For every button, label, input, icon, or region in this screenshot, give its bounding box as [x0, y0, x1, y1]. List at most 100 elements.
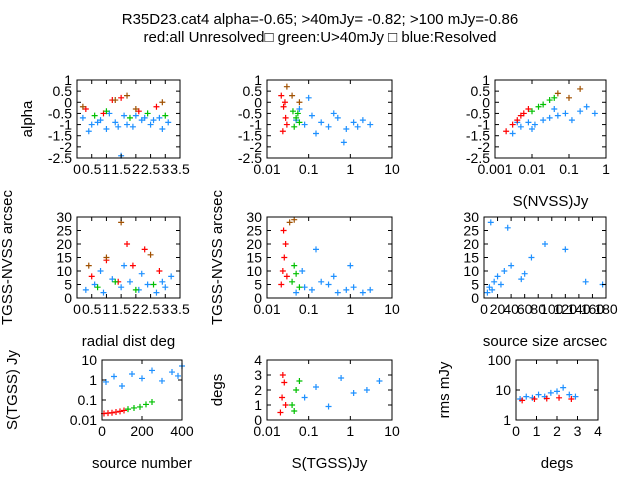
data-point [124, 92, 131, 99]
data-point [296, 378, 303, 384]
data-point [503, 128, 510, 135]
data-point [147, 121, 154, 128]
data-point [572, 393, 579, 400]
data-point [547, 389, 554, 396]
data-point [162, 284, 169, 291]
data-point [113, 409, 119, 416]
data-point [546, 114, 553, 121]
y-tick-label: 0 [64, 94, 72, 110]
data-point [359, 289, 366, 296]
data-point [159, 278, 166, 285]
data-point [282, 114, 289, 121]
panel-3: 0.001 0.01 0.1 1-2.5-2-1.5-1-0.500.51S(NVSS… [466, 72, 610, 210]
data-point [293, 270, 300, 277]
data-point [117, 408, 123, 415]
data-point [291, 262, 298, 269]
data-point [94, 284, 101, 291]
points [503, 85, 598, 137]
data-point [282, 402, 289, 408]
data-point [289, 108, 296, 115]
x-tick-label: 0.01 [518, 161, 545, 177]
y-tick-label: 5 [254, 277, 262, 293]
data-point [150, 117, 157, 124]
y-tick-label: 30 [246, 209, 262, 225]
x-tick-label: 3 [161, 301, 169, 317]
data-point [350, 390, 357, 396]
data-point [126, 278, 133, 285]
data-point [91, 281, 98, 288]
x-tick-label: 2 [132, 161, 140, 177]
data-point [486, 284, 493, 291]
y-tick-label: 25 [463, 223, 479, 239]
plot-frame [101, 359, 183, 421]
x-tick-label: 0.1 [299, 161, 319, 177]
data-point [577, 108, 584, 115]
data-point [289, 402, 296, 408]
data-point [520, 110, 527, 117]
y-tick-label: 3 [254, 367, 262, 383]
data-point [525, 119, 532, 126]
data-point [168, 273, 175, 280]
data-point [118, 94, 125, 101]
data-point [278, 92, 285, 99]
data-point [367, 286, 374, 293]
data-point [318, 119, 325, 126]
figure-title: R35D23.cat4 alpha=-0.65; >40mJy= -0.82; … [122, 11, 519, 28]
data-point [132, 105, 139, 112]
data-point [291, 408, 298, 414]
y-tick-label: 100 [488, 352, 512, 368]
data-point [149, 367, 155, 374]
x-tick-label: 0 [73, 301, 81, 317]
data-point [376, 378, 383, 384]
data-point [350, 284, 357, 291]
panel-6: 0 20406080100120140160180051015202530sour… [463, 209, 617, 350]
data-point [112, 119, 119, 126]
data-point [525, 105, 532, 112]
y-tick-label: -1.5 [466, 128, 490, 144]
x-tick-label: 0.001 [477, 161, 512, 177]
data-point [519, 397, 526, 404]
x-tick-label: 1 [533, 423, 541, 439]
data-point [156, 114, 163, 121]
y-tick-label: 4 [254, 352, 262, 368]
data-point [494, 273, 501, 280]
x-tick-label: 0.01 [253, 423, 280, 439]
y-tick-label: 1 [254, 72, 262, 88]
data-point [568, 117, 575, 124]
x-tick-label: 1 [346, 423, 354, 439]
data-point [551, 105, 558, 112]
y-tick-label: 15 [56, 250, 72, 266]
y-tick-label: -0.5 [48, 105, 72, 121]
data-point [278, 281, 285, 288]
y-tick-label: 0 [482, 94, 490, 110]
data-point [121, 262, 128, 269]
y-tick-label: 2 [254, 382, 262, 398]
y-tick-label: 0 [254, 412, 262, 428]
y-tick-label: 30 [56, 209, 72, 225]
y-tick-label: 30 [463, 209, 479, 225]
data-point [132, 112, 139, 119]
data-point [121, 407, 127, 414]
data-point [325, 281, 332, 288]
data-point [159, 99, 166, 106]
x-tick-label: 0.5 [82, 161, 102, 177]
data-point [109, 409, 115, 416]
data-point [125, 406, 131, 413]
y-tick-label: -1.5 [238, 128, 262, 144]
data-point [568, 396, 575, 403]
data-point [514, 117, 521, 124]
x-tick-label: 10 [384, 423, 400, 439]
y-tick-label: 0.5 [53, 83, 73, 99]
points [517, 384, 579, 404]
data-point [79, 103, 86, 110]
data-point [143, 401, 149, 408]
data-point [583, 103, 590, 110]
y-tick-label: 0.5 [471, 83, 491, 99]
data-point [554, 90, 561, 97]
data-point [281, 379, 288, 386]
data-point [159, 377, 165, 384]
data-point [159, 126, 166, 133]
